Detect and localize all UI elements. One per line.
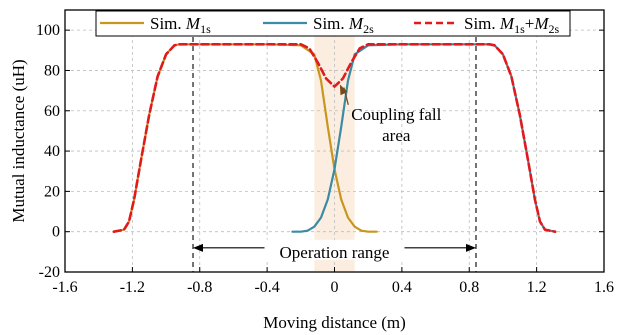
range-arrow-left-head xyxy=(193,243,204,252)
y-axis-label: Mutual inductance (uH) xyxy=(9,59,28,222)
series-lines xyxy=(112,42,557,233)
legend-box xyxy=(95,10,571,37)
range-arrow-right-head xyxy=(465,243,476,252)
coupling-fall-arrow xyxy=(339,84,349,105)
legend-label-2: Sim. M2s xyxy=(313,14,374,36)
coupling-fall-label-line1: Coupling fall xyxy=(351,105,441,124)
legend: Sim. M1s Sim. M2s Sim. M1s+M2s xyxy=(95,10,571,37)
y-tick-label: 0 xyxy=(52,224,60,241)
x-tick-label: 0.8 xyxy=(459,279,479,296)
legend-label-1: Sim. M1s xyxy=(150,14,211,36)
x-axis-label: Moving distance (m) xyxy=(263,313,406,332)
x-tick-label: 0 xyxy=(331,279,339,296)
coupling-fall-label-line2: area xyxy=(382,126,411,145)
x-tick-label: -0.8 xyxy=(187,279,212,296)
x-tick-label: 1.2 xyxy=(527,279,547,296)
x-tick-label: 1.6 xyxy=(594,279,614,296)
y-tick-label: -20 xyxy=(39,264,60,281)
axis-ticks: -1.6 -1.2 -0.8 -0.4 0 0.4 0.8 1.2 1.6 -20 0 20 40 60 8… xyxy=(36,10,614,296)
y-tick-label: 60 xyxy=(44,103,60,120)
legend-label-3: Sim. M1s+M2s xyxy=(464,14,560,36)
series-line-3 xyxy=(112,42,557,233)
x-tick-label: -1.6 xyxy=(52,279,77,296)
annotation-arrow-head xyxy=(339,84,348,96)
x-tick-label: 0.4 xyxy=(392,279,412,296)
grid-lines xyxy=(65,10,604,273)
y-tick-label: 100 xyxy=(36,22,60,39)
operation-range-label: Operation range xyxy=(280,243,390,262)
range-label-background xyxy=(264,239,405,260)
y-tick-label: 40 xyxy=(44,143,60,160)
operation-range-arrow xyxy=(193,239,476,260)
y-tick-label: 20 xyxy=(44,183,60,200)
x-tick-label: -0.4 xyxy=(254,279,279,296)
y-tick-label: 80 xyxy=(44,62,60,79)
operation-boundary-lines xyxy=(192,10,477,272)
x-tick-label: -1.2 xyxy=(120,279,145,296)
